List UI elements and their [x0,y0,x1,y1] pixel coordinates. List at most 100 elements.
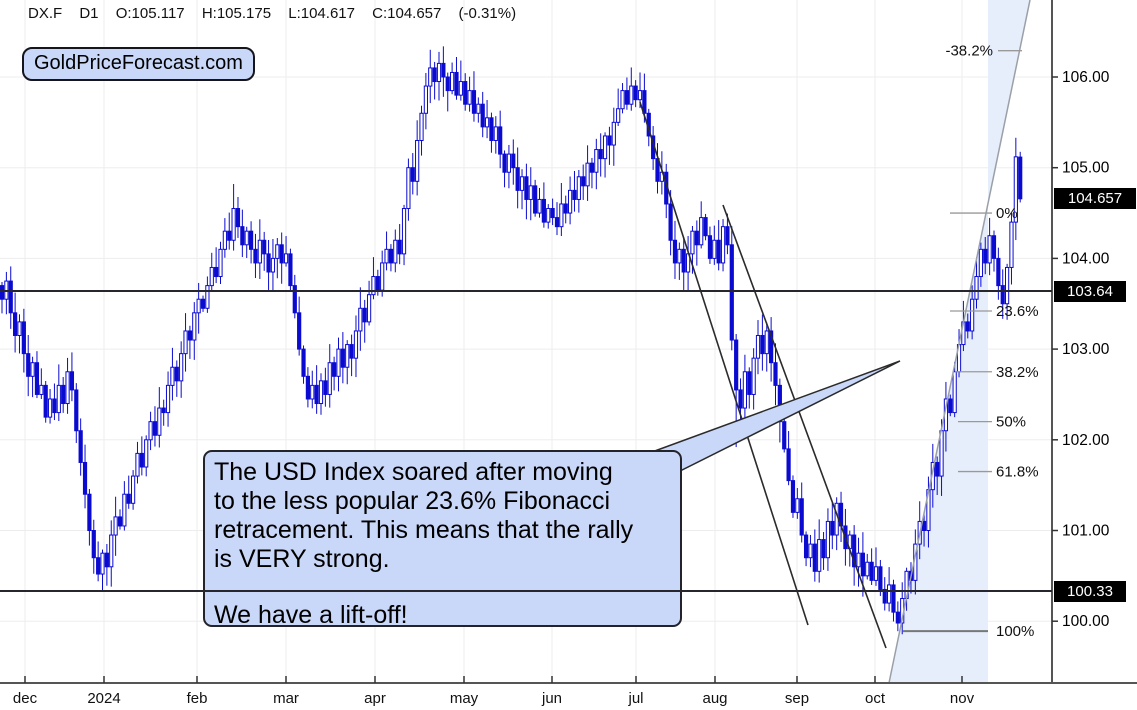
candle [253,248,258,264]
candle [467,90,472,105]
annotation-callout[interactable]: The USD Index soared after moving to the … [203,450,682,629]
candle [227,230,232,241]
candle [301,348,306,377]
candle [869,561,874,581]
candle [620,90,625,110]
x-axis-label[interactable]: aug [702,690,727,707]
candle [803,534,809,559]
candle [519,176,525,191]
candle [506,153,512,173]
x-axis-label[interactable]: apr [364,690,386,707]
x-axis-label[interactable]: sep [785,690,809,707]
fib-level-label: 100% [996,623,1034,640]
fib-level-label: 50% [996,414,1026,431]
candle [965,321,970,332]
candle [1000,285,1005,305]
candle [310,384,315,400]
x-axis-label[interactable]: mar [273,690,299,707]
candle [170,366,175,386]
candle [318,380,324,405]
candle [43,384,48,418]
candle [493,126,498,141]
y-axis-label[interactable]: 100.00 [1062,613,1110,630]
candle [594,149,599,173]
descending-trendline [639,101,809,626]
candle [602,135,608,160]
candle [187,330,193,341]
y-axis-label[interactable]: 103.00 [1062,341,1110,358]
candle [546,208,551,223]
candle [454,71,459,96]
candle [515,167,520,191]
candle [362,307,367,323]
ohlc-header: DX.F D1 O:105.117 H:105.175 L:104.617 C:… [28,5,529,22]
candle [786,448,791,482]
candle [948,398,953,414]
candle [152,421,158,436]
candle [196,298,201,314]
callout-line: to the less popular 23.6% Fibonacci [214,487,611,515]
candle [817,539,822,572]
candle [568,189,573,214]
y-axis-label[interactable]: 104.00 [1062,250,1110,267]
x-axis-label[interactable]: oct [865,690,886,707]
candle [109,534,114,568]
x-axis-label[interactable]: 2024 [87,690,120,707]
candle [690,230,695,255]
candle [1018,156,1023,200]
candle [222,230,227,250]
candle [1013,156,1018,223]
callout-line: The USD Index soared after moving [214,458,613,486]
candle [39,384,44,395]
candle [528,185,533,200]
candle [983,248,988,264]
candle [297,312,302,350]
candle [554,217,560,228]
candle [882,588,887,604]
candle [345,344,350,368]
low-value: L:104.617 [288,5,355,22]
candle [231,208,236,241]
candle [148,421,153,441]
current-price-badge: 104.657 [1054,188,1136,210]
candle [720,226,726,264]
candle [270,257,276,273]
candle [537,198,542,214]
ascending-channel-line [888,0,1031,684]
candle [563,203,568,214]
x-axis-label[interactable]: jul [627,690,643,707]
candle [214,266,219,278]
y-axis-label[interactable]: 101.00 [1062,523,1110,540]
candle [865,561,870,577]
fib-level-label: 61.8% [996,464,1039,481]
candle [725,226,730,246]
candle [235,208,241,228]
candle [637,90,643,101]
candle [174,366,179,382]
x-axis-label[interactable]: may [450,690,479,707]
x-axis-label[interactable]: feb [187,690,208,707]
candle [165,384,171,414]
candle [524,176,529,200]
candle [821,539,826,559]
y-axis-label[interactable]: 105.00 [1062,160,1110,177]
x-axis-label[interactable]: nov [950,690,975,707]
candle [624,90,630,105]
y-axis-label[interactable]: 106.00 [1062,69,1110,86]
candle [607,135,612,146]
x-axis-label[interactable]: jun [541,690,562,707]
candle [974,276,979,300]
candle [1009,221,1014,268]
candle [734,339,739,391]
candle [78,430,83,463]
logo-badge[interactable]: GoldPriceForecast.com [22,47,255,81]
y-axis-label[interactable]: 102.00 [1062,432,1110,449]
candle [248,230,254,250]
candle [729,244,734,341]
x-axis-label[interactable]: dec [13,690,38,707]
candle [358,307,363,332]
candle [144,439,149,468]
candle [61,384,66,405]
